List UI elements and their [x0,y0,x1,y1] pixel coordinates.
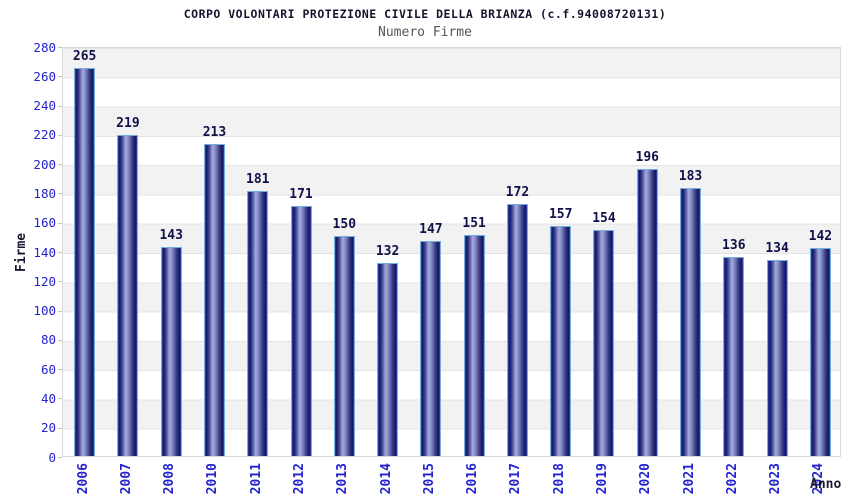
bar-2008 [160,247,182,456]
bar-value-label: 171 [289,187,313,202]
x-axis-label: 2008 [162,463,178,495]
y-axis-label: 20 [40,420,56,436]
bar-value-label: 132 [375,244,400,259]
x-axis-label: 2021 [681,463,697,495]
bar-2016 [463,235,485,456]
bar-2021 [680,188,702,456]
bar-2010 [203,144,225,456]
y-axis-tick [58,252,62,253]
bar-value-label: 183 [678,169,703,184]
y-axis-tick [58,222,62,224]
chart-subtitle: Numero Firme [378,25,472,40]
x-axis-title: Anno [810,477,842,492]
y-axis-tick [58,310,62,312]
y-axis-label: 40 [40,390,56,406]
bar-value-label: 196 [635,150,659,165]
bar-value-label: 142 [808,229,833,244]
x-axis-label: 2020 [638,463,654,495]
bar-2015 [420,241,442,456]
x-axis-label: 2023 [768,463,784,495]
y-axis-tick [58,281,62,283]
bar-2022 [723,257,745,456]
y-axis-label: 220 [33,127,56,143]
bar-2013 [333,236,355,456]
y-axis-label: 100 [33,303,56,319]
bar-value-label: 151 [462,216,486,231]
bar-2006 [74,68,96,456]
y-axis-tick [58,398,62,400]
bar-2023 [766,260,788,456]
y-axis-label: 260 [33,68,56,84]
bar-value-label: 136 [722,238,746,253]
y-axis-tick [58,76,62,78]
y-axis-label: 0 [48,449,56,465]
y-axis-label: 80 [40,332,56,348]
bar-value-label: 172 [505,185,530,200]
bar-value-label: 134 [765,241,789,256]
x-axis-label: 2011 [248,463,264,495]
bar-2024 [809,248,831,456]
x-axis-label: 2014 [378,463,394,495]
bar-2007 [117,135,139,456]
y-axis-label: 60 [40,361,56,377]
y-axis-label: 160 [33,215,56,231]
chart-title: CORPO VOLONTARI PROTEZIONE CIVILE DELLA … [183,7,667,21]
bar-2018 [550,226,572,456]
bar-value-label: 181 [246,172,270,187]
x-axis-label: 2016 [465,463,481,495]
x-axis-label: 2022 [724,463,740,495]
x-axis-label: 2010 [205,463,221,495]
y-axis-label: 140 [33,244,56,260]
y-axis-label: 120 [33,273,56,289]
y-axis-tick [58,339,62,341]
x-axis-label: 2007 [118,463,134,495]
bar-value-label: 143 [159,228,183,243]
bar-value-label: 157 [548,207,573,222]
y-axis-tick [58,457,62,458]
bar-value-label: 154 [592,211,616,226]
y-axis-tick [58,193,62,195]
y-axis-label: 200 [33,156,56,172]
bar-value-label: 150 [332,217,357,232]
bar-2017 [506,204,528,456]
bar-value-label: 265 [72,49,97,64]
x-axis-label: 2017 [508,463,524,495]
bar-value-label: 147 [419,222,443,237]
bar-2011 [247,191,269,456]
y-axis-label: 180 [33,185,56,201]
x-axis-label: 2015 [421,463,437,495]
x-axis-label: 2019 [594,463,610,495]
y-axis-tick [58,164,62,166]
bar-2020 [636,169,658,456]
y-axis-tick [58,369,62,371]
y-axis-tick [58,47,62,48]
x-axis-label: 2018 [551,463,567,495]
bar-value-label: 213 [202,125,227,140]
y-axis: 0 20 40 60 80 100 120 140 160 180 200 220 240 260 280 [0,40,56,465]
bar-2012 [290,206,312,456]
y-axis-tick [58,134,62,136]
x-axis: 2006 2007 2008 2010 2011 2012 2013 2014 2015 2016… [62,459,841,500]
x-axis-label: 2013 [335,463,351,495]
bar-2019 [593,230,615,456]
y-axis-label: 280 [33,39,56,55]
x-axis-label: 2012 [292,463,308,495]
y-axis-tick [58,427,62,429]
plot-area: 265 219 143 213 181 171 150 132 147 151 172 157 154 1… [62,47,841,457]
y-axis-label: 240 [33,98,56,114]
y-axis-tick [58,105,62,107]
x-axis-label: 2006 [75,463,91,495]
bar-2014 [377,263,399,456]
bar-value-label: 219 [116,116,140,131]
y-axis-title: Firme [14,232,29,272]
